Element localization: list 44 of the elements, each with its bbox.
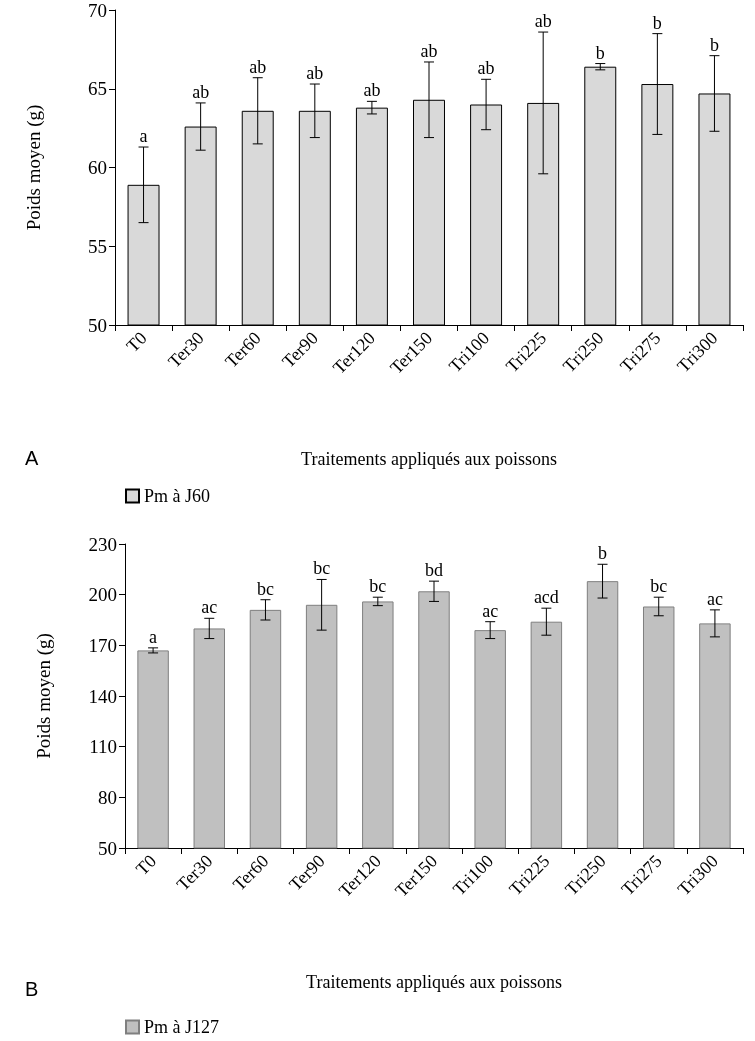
text: A (25, 447, 39, 469)
y-tick-label: 55 (88, 235, 107, 257)
x-tick-label: T0 (122, 327, 151, 357)
annotation: ab (249, 56, 267, 77)
y-tick-label: 140 (88, 685, 117, 707)
annotation: ac (706, 588, 723, 609)
y-tick-label: 50 (98, 837, 117, 859)
y-axis-title: Poids moyen (g) (23, 104, 45, 231)
annotation: a (149, 626, 158, 647)
x-axis-title: Traitements appliqués aux poissons (306, 972, 562, 992)
annotation: bc (313, 558, 331, 579)
annotation: bd (425, 560, 443, 581)
y-tick-label: 60 (88, 157, 107, 178)
annotation: ab (363, 80, 381, 101)
annotation: b (709, 34, 719, 55)
y-tick-label: 80 (98, 786, 117, 808)
annotation: bc (256, 578, 274, 599)
annotation: acd (533, 587, 559, 608)
y-tick-label: 65 (88, 78, 107, 100)
annotation: ab (306, 63, 324, 84)
annotation: ab (192, 81, 210, 102)
legend-label: Pm à J127 (144, 1017, 220, 1037)
y-tick-label: 50 (88, 314, 107, 336)
y-axis-title: Poids moyen (g) (33, 633, 55, 759)
annotation: b (595, 42, 605, 63)
x-tick-label: T0 (131, 850, 161, 880)
annotation: a (139, 126, 148, 147)
annotation: b (598, 543, 608, 564)
annotation: ab (477, 58, 495, 79)
annotation: bc (650, 576, 668, 597)
y-tick-label: 110 (89, 736, 117, 758)
y-tick-label: 70 (88, 0, 107, 21)
y-tick-label: 200 (88, 584, 117, 606)
annotation: ab (534, 11, 552, 32)
annotation: ac (201, 597, 218, 618)
x-axis-title: Traitements appliqués aux poissons (301, 449, 557, 469)
y-tick-label: 230 (88, 533, 117, 555)
annotation: ac (482, 600, 499, 621)
y-tick-label: 170 (88, 634, 117, 656)
annotation: ab (420, 40, 438, 61)
legend-label: Pm à J60 (144, 486, 211, 506)
annotation: b (652, 12, 662, 33)
text: B (25, 978, 39, 1000)
annotation: bc (369, 576, 387, 597)
